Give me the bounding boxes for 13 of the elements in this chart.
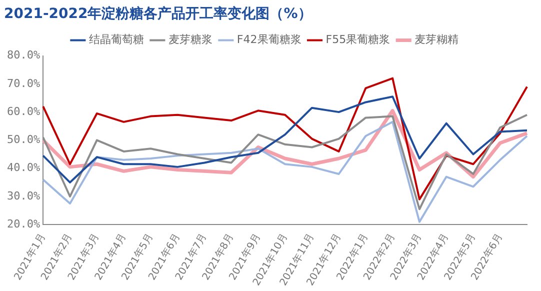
legend-label: 麦芽糖浆	[168, 33, 212, 46]
y-tick-label: 70.0%	[6, 76, 40, 90]
y-tick-label: 80.0%	[6, 48, 40, 62]
legend-label: 结晶葡萄糖	[88, 33, 144, 46]
y-tick-label: 40.0%	[6, 161, 40, 174]
y-tick-label: 30.0%	[6, 189, 40, 202]
y-tick-label: 50.0%	[6, 133, 40, 146]
legend-label: F55果葡糖浆	[326, 33, 390, 46]
chart-title: 2021-2022年淀粉糖各产品开工率变化图（%）	[4, 5, 312, 22]
y-tick-label: 60.0%	[6, 104, 40, 118]
y-tick-label: 20.0%	[6, 217, 40, 230]
legend-label: F42果葡糖浆	[236, 33, 302, 46]
legend-label: 麦芽糊精	[414, 33, 459, 46]
